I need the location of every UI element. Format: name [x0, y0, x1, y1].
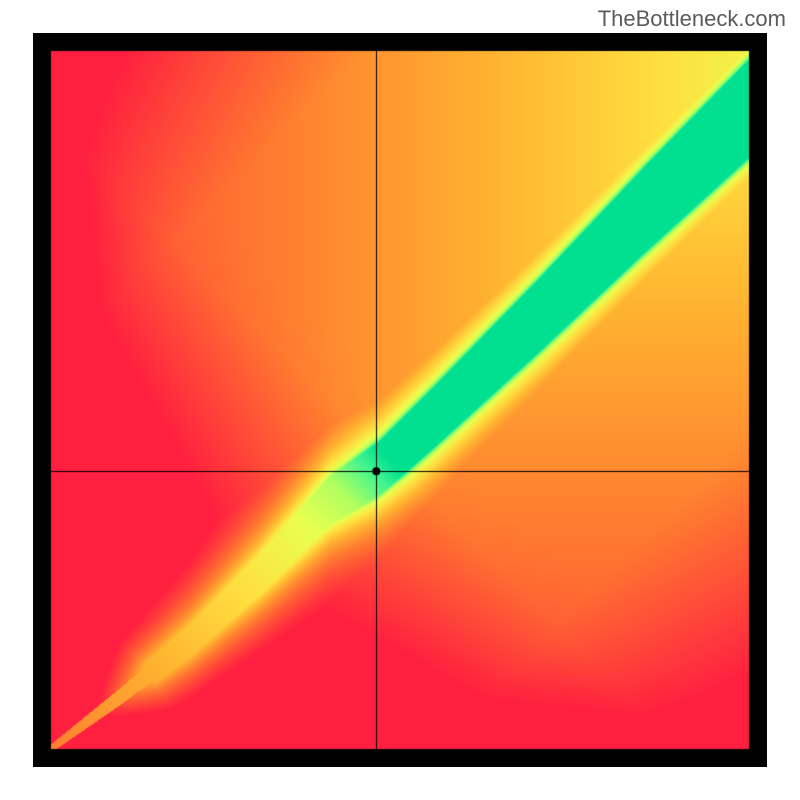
watermark-text: TheBottleneck.com: [598, 6, 786, 32]
bottleneck-heatmap: [33, 33, 767, 767]
chart-frame: [33, 33, 767, 767]
